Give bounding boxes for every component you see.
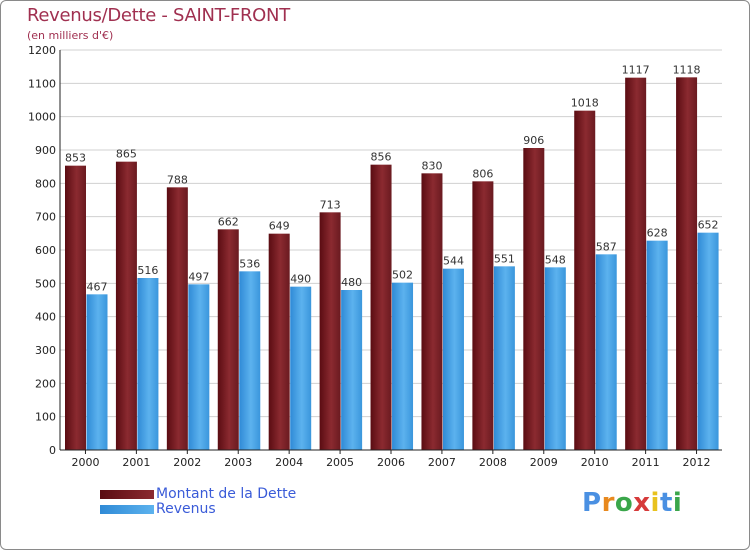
bar-dette bbox=[574, 110, 596, 451]
legend-item-revenus: Revenus bbox=[100, 501, 216, 517]
data-label-revenus: 480 bbox=[341, 276, 362, 289]
bar-dette bbox=[676, 77, 698, 450]
x-tick-label: 2001 bbox=[122, 456, 150, 469]
data-label-dette: 649 bbox=[269, 220, 290, 233]
bar-revenus bbox=[392, 282, 414, 450]
bar-revenus bbox=[442, 268, 464, 450]
x-tick-label: 2006 bbox=[377, 456, 405, 469]
x-tick-label: 2005 bbox=[326, 456, 354, 469]
legend-swatch-revenus bbox=[100, 504, 154, 514]
y-tick-label: 400 bbox=[35, 311, 56, 324]
logo-letter: P bbox=[582, 488, 602, 518]
chart-title: Revenus/Dette - SAINT-FRONT bbox=[27, 5, 290, 26]
y-tick-label: 1100 bbox=[28, 77, 56, 90]
data-label-revenus: 516 bbox=[137, 264, 158, 277]
data-label-revenus: 548 bbox=[545, 253, 566, 266]
y-tick-label: 500 bbox=[35, 277, 56, 290]
data-label-dette: 713 bbox=[320, 198, 341, 211]
logo-letter: r bbox=[601, 488, 615, 518]
x-tick-label: 2010 bbox=[581, 456, 609, 469]
bar-dette bbox=[65, 165, 86, 450]
legend-item-dette: Montant de la Dette bbox=[100, 486, 296, 502]
data-label-dette: 806 bbox=[472, 167, 493, 180]
data-label-revenus: 551 bbox=[494, 252, 515, 265]
data-label-revenus: 490 bbox=[290, 273, 311, 286]
x-tick-label: 2007 bbox=[428, 456, 456, 469]
y-tick-label: 600 bbox=[35, 244, 56, 257]
data-label-revenus: 544 bbox=[443, 255, 464, 268]
chart-subtitle: (en milliers d'€) bbox=[27, 29, 114, 42]
logo-letter: x bbox=[633, 488, 651, 518]
logo-letter: t bbox=[659, 488, 673, 518]
bar-dette bbox=[115, 161, 137, 450]
y-tick-label: 800 bbox=[35, 177, 56, 190]
x-tick-label: 2000 bbox=[71, 456, 99, 469]
y-tick-label: 1000 bbox=[28, 111, 56, 124]
legend-swatch-dette bbox=[100, 489, 154, 499]
x-tick-label: 2002 bbox=[173, 456, 201, 469]
legend-label-dette: Montant de la Dette bbox=[156, 486, 297, 502]
data-label-dette: 865 bbox=[116, 148, 137, 161]
bar-revenus bbox=[290, 286, 312, 450]
x-tick-label: 2008 bbox=[479, 456, 507, 469]
bar-dette bbox=[421, 173, 443, 451]
bar-revenus bbox=[86, 294, 108, 450]
data-label-revenus: 587 bbox=[596, 240, 617, 253]
bar-revenus bbox=[188, 284, 210, 450]
data-label-dette: 856 bbox=[371, 151, 392, 164]
proxiti-logo: Proxiti bbox=[582, 488, 682, 518]
logo-letter: i bbox=[650, 488, 660, 518]
x-tick-label: 2003 bbox=[224, 456, 252, 469]
data-label-dette: 1118 bbox=[673, 63, 701, 76]
bar-dette bbox=[523, 148, 545, 450]
y-tick-label: 900 bbox=[35, 144, 56, 157]
data-label-dette: 662 bbox=[218, 215, 239, 228]
data-label-dette: 1117 bbox=[622, 64, 650, 77]
data-label-dette: 906 bbox=[523, 134, 544, 147]
y-tick-label: 100 bbox=[35, 411, 56, 424]
data-label-revenus: 628 bbox=[647, 227, 668, 240]
bar-dette bbox=[370, 164, 392, 450]
bar-revenus bbox=[341, 290, 363, 450]
data-label-revenus: 497 bbox=[188, 270, 209, 283]
data-label-dette: 830 bbox=[421, 159, 442, 172]
y-tick-label: 200 bbox=[35, 377, 56, 390]
data-label-revenus: 536 bbox=[239, 257, 260, 270]
y-tick-label: 1200 bbox=[28, 44, 56, 57]
bar-dette bbox=[268, 233, 290, 450]
bar-revenus bbox=[544, 267, 566, 450]
data-label-revenus: 652 bbox=[698, 219, 719, 232]
bar-revenus bbox=[239, 271, 261, 450]
bar-dette bbox=[472, 181, 494, 451]
y-tick-label: 700 bbox=[35, 211, 56, 224]
bar-dette bbox=[166, 187, 188, 451]
bar-revenus bbox=[697, 232, 719, 450]
data-label-dette: 1018 bbox=[571, 97, 599, 110]
bar-revenus bbox=[646, 240, 668, 450]
logo-letter: i bbox=[672, 488, 683, 518]
logo-letter: o bbox=[614, 488, 634, 518]
bar-dette bbox=[217, 229, 239, 450]
x-tick-label: 2004 bbox=[275, 456, 303, 469]
x-tick-label: 2012 bbox=[683, 456, 711, 469]
data-label-revenus: 502 bbox=[392, 269, 413, 282]
y-tick-label: 300 bbox=[35, 344, 56, 357]
bar-revenus bbox=[595, 254, 617, 450]
bar-dette bbox=[319, 212, 341, 450]
x-tick-label: 2011 bbox=[632, 456, 660, 469]
data-label-dette: 788 bbox=[167, 173, 188, 186]
bar-revenus bbox=[137, 278, 159, 450]
data-label-dette: 853 bbox=[65, 152, 86, 165]
bar-revenus bbox=[493, 266, 515, 450]
x-tick-label: 2009 bbox=[530, 456, 558, 469]
legend-label-revenus: Revenus bbox=[156, 501, 216, 517]
bar-dette bbox=[625, 77, 647, 451]
y-tick-label: 0 bbox=[49, 444, 56, 457]
data-label-revenus: 467 bbox=[87, 280, 108, 293]
